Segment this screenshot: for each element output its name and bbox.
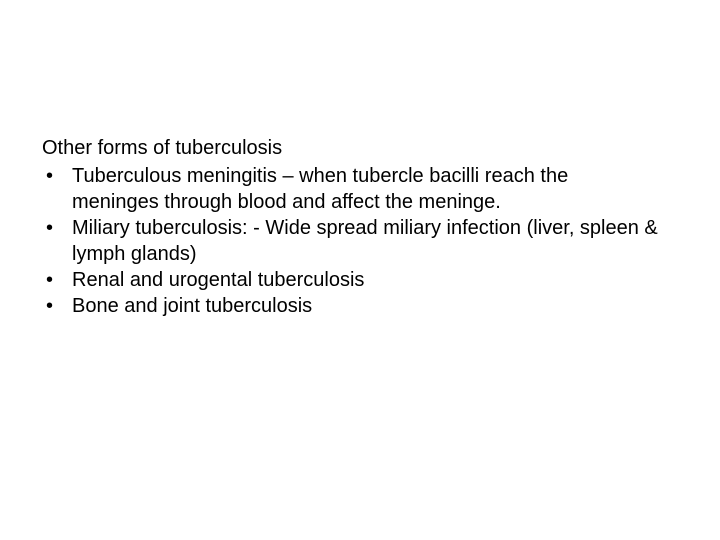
bullet-text: Miliary tuberculosis: - Wide spread mili… <box>72 217 658 265</box>
bullet-icon: • <box>46 163 53 189</box>
bullet-text: Tuberculous meningitis – when tubercle b… <box>72 165 568 213</box>
slide-heading: Other forms of tuberculosis <box>42 135 660 161</box>
bullet-text: Renal and urogental tuberculosis <box>72 269 364 291</box>
bullet-list: • Tuberculous meningitis – when tubercle… <box>42 163 660 319</box>
bullet-icon: • <box>46 215 53 241</box>
list-item: • Miliary tuberculosis: - Wide spread mi… <box>42 215 660 267</box>
bullet-text: Bone and joint tuberculosis <box>72 295 312 317</box>
bullet-icon: • <box>46 293 53 319</box>
list-item: • Renal and urogental tuberculosis <box>42 267 660 293</box>
bullet-icon: • <box>46 267 53 293</box>
slide: Other forms of tuberculosis • Tuberculou… <box>0 0 720 540</box>
list-item: • Bone and joint tuberculosis <box>42 293 660 319</box>
list-item: • Tuberculous meningitis – when tubercle… <box>42 163 660 215</box>
